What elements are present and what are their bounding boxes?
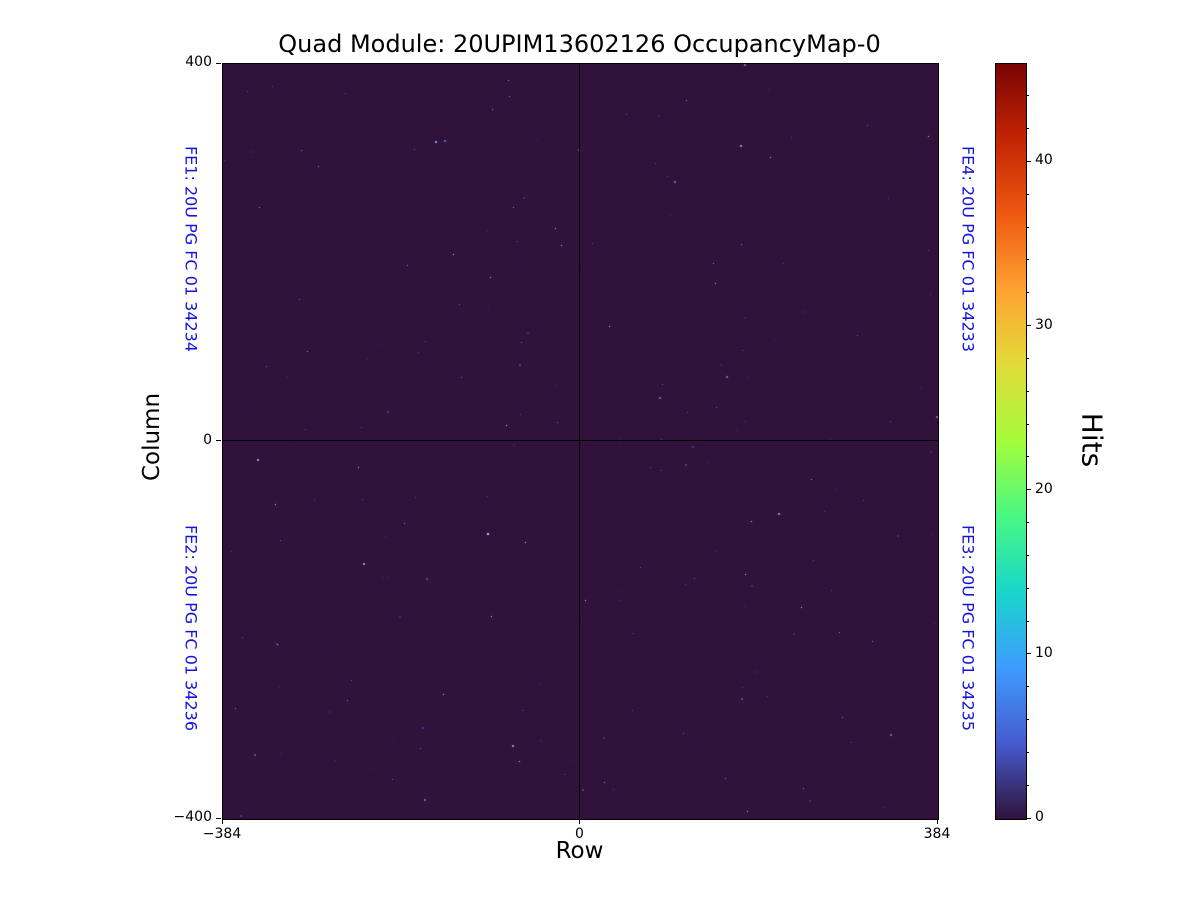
x-tick-mark (221, 819, 223, 824)
colorbar-minor-tick-mark (1026, 522, 1029, 524)
y-tick-label: −400 (173, 809, 212, 825)
x-tick-label: −384 (202, 826, 242, 842)
colorbar-minor-tick-mark (1026, 423, 1029, 425)
colorbar-tick-label: 10 (1035, 644, 1053, 661)
heatmap-canvas (223, 64, 938, 819)
y-tick-mark (216, 62, 221, 64)
colorbar-tick-label: 40 (1035, 152, 1053, 169)
colorbar-minor-tick-mark (1026, 226, 1029, 228)
colorbar-tick-mark (1026, 653, 1031, 655)
fe3-label: FE3: 20U PG FC 01 34235 (958, 524, 978, 732)
colorbar-minor-tick-mark (1026, 259, 1029, 261)
y-tick-label: 400 (185, 54, 212, 70)
x-axis-label: Row (555, 838, 604, 864)
colorbar-minor-tick-mark (1026, 193, 1029, 195)
colorbar-tick-label: 0 (1035, 809, 1044, 825)
fe4-label: FE4: 20U PG FC 01 34233 (958, 145, 978, 353)
colorbar-tick-mark (1026, 325, 1031, 327)
colorbar-minor-tick-mark (1026, 751, 1029, 753)
x-tick-mark (936, 819, 938, 824)
colorbar-label: Hits (1075, 412, 1109, 468)
plot-title: Quad Module: 20UPIM13602126 OccupancyMap… (278, 30, 881, 58)
colorbar-minor-tick-mark (1026, 456, 1029, 458)
x-tick-mark (579, 819, 580, 824)
colorbar-minor-tick-mark (1026, 128, 1029, 130)
y-tick-label: 0 (203, 431, 212, 448)
y-tick-mark (216, 440, 221, 441)
colorbar-minor-tick-mark (1026, 686, 1029, 688)
quadrant-divider-horizontal (222, 440, 937, 441)
y-tick-mark (216, 817, 221, 819)
colorbar-tick-mark (1026, 160, 1031, 162)
colorbar-minor-tick-mark (1026, 719, 1029, 721)
colorbar-tick-label: 20 (1035, 480, 1053, 497)
colorbar-minor-tick-mark (1026, 292, 1029, 294)
colorbar-minor-tick-mark (1026, 357, 1029, 359)
plot-area (222, 63, 939, 820)
colorbar-minor-tick-mark (1026, 620, 1029, 622)
colorbar-tick-label: 30 (1035, 316, 1053, 333)
colorbar-minor-tick-mark (1026, 587, 1029, 589)
colorbar-minor-tick-mark (1026, 390, 1029, 392)
x-tick-label: 0 (575, 826, 584, 842)
colorbar-minor-tick-mark (1026, 784, 1029, 786)
fe1-label: FE1: 20U PG FC 01 34234 (181, 145, 201, 353)
x-tick-label: 384 (923, 826, 951, 842)
colorbar-tick-mark (1026, 489, 1031, 491)
colorbar (995, 63, 1027, 820)
colorbar-minor-tick-mark (1026, 554, 1029, 556)
colorbar-minor-tick-mark (1026, 95, 1029, 97)
colorbar-tick-mark (1026, 817, 1031, 819)
fe2-label: FE2: 20U PG FC 01 34236 (181, 524, 201, 732)
